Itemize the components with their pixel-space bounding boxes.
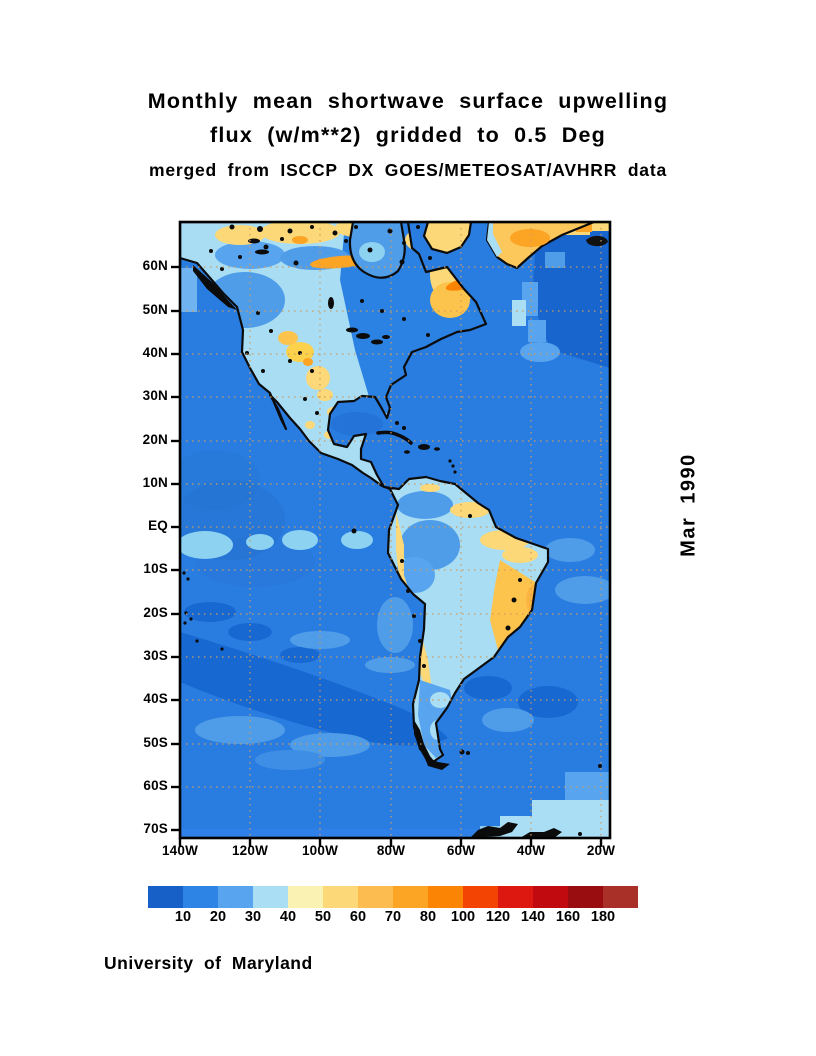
colorbar-tick-label: 70	[384, 909, 402, 925]
lon-tick-label: 80W	[376, 843, 406, 858]
lat-tick-label: 50S	[143, 735, 168, 750]
lon-tick-label: 140W	[161, 843, 199, 858]
colorbar-segment	[253, 886, 288, 908]
figure-title-line2: flux (w/m**2) gridded to 0.5 Deg	[210, 123, 606, 147]
lat-tick-label: 40S	[143, 691, 168, 706]
colorbar-segment	[183, 886, 218, 908]
lon-tick-label: 120W	[231, 843, 269, 858]
colorbar-tick-label: 140	[520, 909, 546, 925]
colorbar-tick-label: 120	[485, 909, 511, 925]
colorbar-segment	[533, 886, 568, 908]
colorbar-tick-label: 50	[314, 909, 332, 925]
colorbar-segment	[288, 886, 323, 908]
colorbar-segment	[568, 886, 603, 908]
colorbar-tick-label: 100	[450, 909, 476, 925]
lon-tick-label: 20W	[586, 843, 616, 858]
axis-ticks	[171, 265, 603, 847]
colorbar-segment	[603, 886, 638, 908]
lat-tick-label: 50N	[142, 302, 168, 317]
lat-tick-label: 10S	[143, 561, 168, 576]
colorbar-segment	[323, 886, 358, 908]
colorbar-segment	[148, 886, 183, 908]
colorbar-tick-label: 80	[419, 909, 437, 925]
graticule	[180, 222, 610, 838]
lat-tick-label: 20N	[142, 432, 168, 447]
figure-title-line1: Monthly mean shortwave surface upwelling	[147, 89, 669, 113]
figure-subtitle: merged from ISCCP DX GOES/METEOSAT/AVHRR…	[148, 160, 668, 180]
lon-tick-label: 40W	[516, 843, 546, 858]
lat-tick-label: 20S	[143, 605, 168, 620]
colorbar-segment	[463, 886, 498, 908]
colorbar-segment	[393, 886, 428, 908]
lat-tick-label: 70S	[143, 821, 168, 836]
colorbar-tick-label: 30	[244, 909, 262, 925]
colorbar-tick-label: 60	[349, 909, 367, 925]
colorbar-segment	[358, 886, 393, 908]
date-label: Mar 1990	[677, 453, 700, 557]
colorbar-segment	[498, 886, 533, 908]
colorbar-segment	[428, 886, 463, 908]
lon-tick-label: 60W	[446, 843, 476, 858]
colorbar-tick-label: 180	[590, 909, 616, 925]
colorbar	[148, 886, 638, 908]
lat-tick-label: 60N	[142, 258, 168, 273]
lat-tick-label: 10N	[142, 475, 168, 490]
colorbar-tick-label: 160	[555, 909, 581, 925]
colorbar-tick-label: 10	[174, 909, 192, 925]
lon-tick-label: 100W	[301, 843, 339, 858]
colorbar-tick-label: 20	[209, 909, 227, 925]
colorbar-segment	[218, 886, 253, 908]
lat-tick-label: 60S	[143, 778, 168, 793]
lat-tick-label: 30S	[143, 648, 168, 663]
lakes-and-islands	[182, 224, 602, 836]
source-label: University of Maryland	[104, 953, 313, 973]
lat-tick-label: EQ	[148, 518, 168, 533]
map-frame	[178, 220, 612, 840]
lat-tick-label: 40N	[142, 345, 168, 360]
lat-tick-label: 30N	[142, 388, 168, 403]
colorbar-tick-label: 40	[279, 909, 297, 925]
